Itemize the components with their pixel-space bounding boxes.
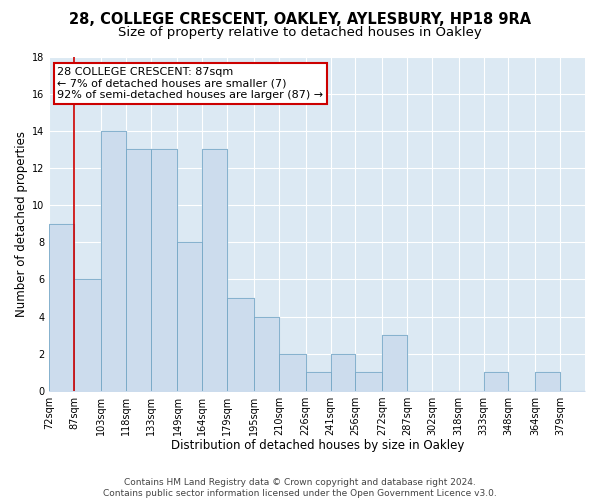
Text: Contains HM Land Registry data © Crown copyright and database right 2024.
Contai: Contains HM Land Registry data © Crown c… [103, 478, 497, 498]
Text: Size of property relative to detached houses in Oakley: Size of property relative to detached ho… [118, 26, 482, 39]
X-axis label: Distribution of detached houses by size in Oakley: Distribution of detached houses by size … [170, 440, 464, 452]
Text: 28 COLLEGE CRESCENT: 87sqm
← 7% of detached houses are smaller (7)
92% of semi-d: 28 COLLEGE CRESCENT: 87sqm ← 7% of detac… [58, 66, 323, 100]
Text: 28, COLLEGE CRESCENT, OAKLEY, AYLESBURY, HP18 9RA: 28, COLLEGE CRESCENT, OAKLEY, AYLESBURY,… [69, 12, 531, 28]
Y-axis label: Number of detached properties: Number of detached properties [15, 130, 28, 316]
